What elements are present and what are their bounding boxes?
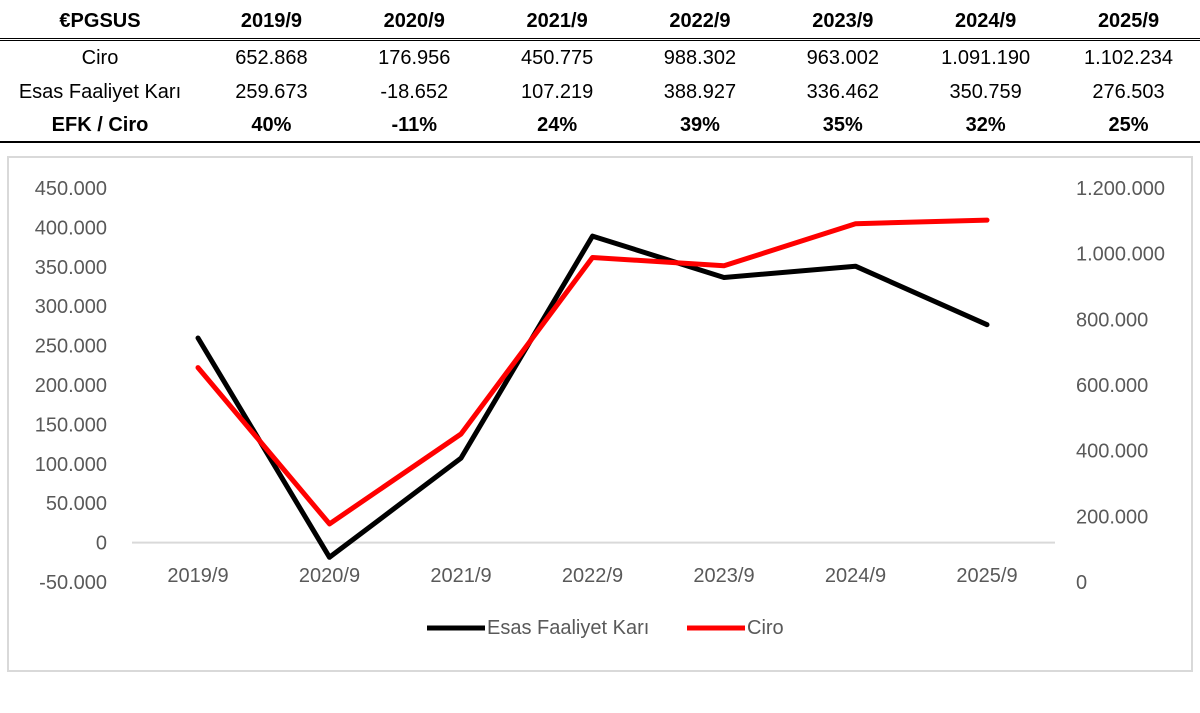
table-column-header: 2024/9 xyxy=(914,4,1058,41)
table-cell: 652.868 xyxy=(235,46,308,69)
line-chart: 450.000 400.000 350.000 300.000 250.000 200.0… xyxy=(35,178,1165,639)
x-axis-tick-label: 2023/9 xyxy=(693,565,754,587)
right-axis-tick-label: 200.000 xyxy=(1076,506,1148,528)
left-axis-tick-label: 300.000 xyxy=(35,296,107,318)
x-axis-tick-label: 2019/9 xyxy=(167,565,228,587)
series-line-esas-faaliyet-kar- xyxy=(195,233,990,560)
left-axis-tick-label: 150.000 xyxy=(35,414,107,436)
table-cell: 25% xyxy=(1057,109,1200,143)
table-cell: 336.462 xyxy=(806,80,879,103)
table-row: Ciro 652.868 176.956 450.775 988.302 963.002 1… xyxy=(0,40,1200,76)
legend-label: Ciro xyxy=(747,617,784,639)
table-row: Esas Faaliyet Karı 259.673 -18.652 107.219 3… xyxy=(0,75,1200,109)
table-cell: 24% xyxy=(485,109,629,143)
table-cell: -11% xyxy=(342,109,486,143)
legend-label: Esas Faaliyet Karı xyxy=(487,617,649,639)
table-cell: 35% xyxy=(771,109,915,143)
table-row-label: Ciro xyxy=(81,46,119,69)
left-axis-tick-label: -50.000 xyxy=(39,572,107,594)
left-axis-tick-label: 0 xyxy=(96,533,107,555)
table-cell: -18.652 xyxy=(380,80,449,103)
left-axis-tick-label: 350.000 xyxy=(35,257,107,279)
series-line-ciro xyxy=(195,217,990,527)
x-axis-tick-label: 2025/9 xyxy=(956,565,1017,587)
table-cell: 259.673 xyxy=(235,80,308,103)
table-column-header: 2023/9 xyxy=(771,4,915,41)
table-cell: 176.956 xyxy=(378,46,451,69)
table-cell: 39% xyxy=(628,109,772,143)
table-cell: 450.775 xyxy=(520,46,594,69)
right-axis-tick-label: 600.000 xyxy=(1076,375,1148,397)
table-column-header: 2022/9 xyxy=(628,4,772,41)
table-column-header: 2025/9 xyxy=(1057,4,1200,41)
table-row-label: EFK / Ciro xyxy=(0,109,200,143)
right-axis-tick-label: 400.000 xyxy=(1076,441,1148,463)
left-axis-tick-label: 450.000 xyxy=(35,178,107,200)
table-cell: 388.927 xyxy=(663,80,737,103)
table-column-header: 2019/9 xyxy=(200,4,343,41)
left-axis-tick-label: 50.000 xyxy=(46,493,107,515)
table-cell: 988.302 xyxy=(663,46,737,69)
table-cell: 350.759 xyxy=(949,80,1022,103)
table-cell: 40% xyxy=(200,109,343,143)
table-column-header: 2020/9 xyxy=(342,4,486,41)
table-cell: 1.102.234 xyxy=(1084,46,1174,69)
x-axis-tick-label: 2024/9 xyxy=(825,565,886,587)
x-axis-tick-label: 2020/9 xyxy=(299,565,360,587)
right-axis-tick-label: 1.000.000 xyxy=(1076,244,1165,266)
left-axis-tick-label: 400.000 xyxy=(35,217,107,239)
left-axis-tick-label: 100.000 xyxy=(35,454,107,476)
table-row: EFK / Ciro 40% -11% 24% 39% 35% 32% 25% xyxy=(0,109,1200,143)
x-axis-tick-label: 2021/9 xyxy=(430,565,491,587)
financial-table: €PGSUS 2019/9 2020/9 2021/9 2022/9 2023/9 202… xyxy=(0,4,1200,143)
table-column-header: 2021/9 xyxy=(485,4,629,41)
right-axis-tick-label: 0 xyxy=(1076,572,1087,594)
table-corner-label: €PGSUS xyxy=(0,4,200,41)
left-axis-tick-label: 200.000 xyxy=(35,375,107,397)
x-axis-tick-label: 2022/9 xyxy=(562,565,623,587)
right-axis-tick-label: 800.000 xyxy=(1076,309,1148,331)
table-cell: 32% xyxy=(914,109,1058,143)
table-header-row: €PGSUS 2019/9 2020/9 2021/9 2022/9 2023/9 202… xyxy=(0,4,1200,41)
table-cell: 963.002 xyxy=(806,46,879,69)
table-cell: 1.091.190 xyxy=(941,46,1031,69)
left-axis-tick-label: 250.000 xyxy=(35,336,107,358)
table-row-label: Esas Faaliyet Karı xyxy=(18,80,182,103)
table-cell: 276.503 xyxy=(1092,80,1165,103)
table-cell: 107.219 xyxy=(520,80,594,103)
chart-container: 450.000 400.000 350.000 300.000 250.000 200.0… xyxy=(7,156,1193,672)
right-axis-tick-label: 1.200.000 xyxy=(1076,178,1165,200)
